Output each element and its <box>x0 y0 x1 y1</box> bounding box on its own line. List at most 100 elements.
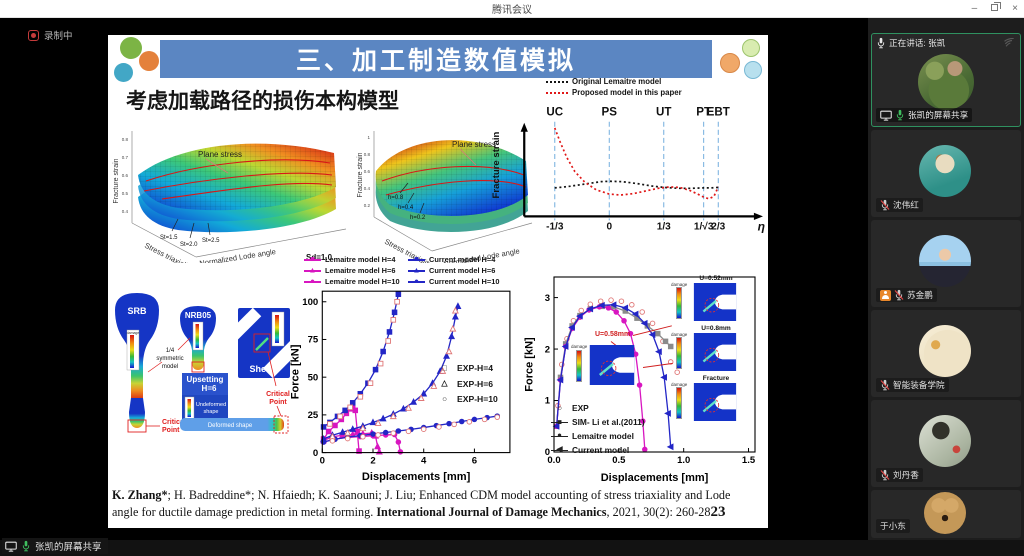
svg-text:Displacements [mm]: Displacements [mm] <box>362 471 471 483</box>
participant-label: 刘丹香 <box>876 468 923 482</box>
recording-label: 录制中 <box>44 31 73 42</box>
svg-text:shape: shape <box>204 409 219 415</box>
legend-square-icon: ■ <box>414 254 419 264</box>
chart-legend: ■ Lemaitre model H=4 ■ Current model H=4 ▲… <box>304 255 518 287</box>
svg-text:100: 100 <box>302 297 318 308</box>
svg-text:4: 4 <box>421 456 427 467</box>
avatar <box>918 54 974 110</box>
damage-colorbar <box>676 287 683 320</box>
meeting-main-area: 录制中 三、加工制造数值模拟 考虑加载路径的损伤本构模型 <box>0 18 1024 556</box>
legend-circle-icon: ● <box>557 431 562 441</box>
participant-tile[interactable]: 于小东 <box>871 490 1021 538</box>
share-badge-label: 张凯的屏幕共享 <box>908 110 969 120</box>
svg-text:EBT: EBT <box>707 107 730 119</box>
svg-text:symmetric: symmetric <box>156 356 183 362</box>
damage-colorbar <box>576 349 583 382</box>
svg-text:0.4: 0.4 <box>364 186 371 191</box>
z-axis-label: Fracture strain <box>113 158 120 203</box>
participant-tile-speaker[interactable]: 正在讲话: 张凯 张凯的屏幕共享 <box>871 33 1021 127</box>
undeformed-shape-label: Undeformed <box>196 402 226 408</box>
force-displacement-chart-notch: 0.0 0.5 1.0 1.5 0 1 2 3 Displacements [mm] Force … <box>521 269 768 484</box>
plane-stress-label: Plane stress <box>198 150 242 159</box>
speaking-header: 正在讲话: 张凯 <box>876 37 1016 49</box>
mic-icon <box>895 109 905 121</box>
damage-colorbar <box>676 387 683 420</box>
svg-text:h=0.2: h=0.2 <box>410 215 426 221</box>
chart-legend: ○ EXP ■ SIM- Li et al.(2011) ● Lemaitre mod… <box>551 403 645 456</box>
surface-plot-stress-triaxiality-right: Plane stress 1 0.8 0.6 0.4 0.2 Fracture … <box>357 131 533 263</box>
svg-text:0: 0 <box>606 222 612 233</box>
slide-subtitle: 考虑加载路径的损伤本构模型 <box>126 89 399 113</box>
deformed-shape-label: Deformed shape <box>208 423 253 429</box>
mic-icon <box>21 540 31 552</box>
audio-waves-icon <box>998 38 1016 48</box>
svg-text:St=1.5: St=1.5 <box>160 235 178 241</box>
page-number: 23 <box>710 504 726 521</box>
svg-text:25: 25 <box>308 410 319 421</box>
participant-tile[interactable]: 刘丹香 <box>871 400 1021 487</box>
svg-text:0.7: 0.7 <box>122 155 129 160</box>
presentation-slide: 三、加工制造数值模拟 考虑加载路径的损伤本构模型 <box>108 35 768 528</box>
legend-open-square-icon: □ <box>442 363 447 373</box>
svg-text:damage: damage <box>127 331 140 335</box>
critical-point-label: Critical <box>162 419 186 426</box>
mic-muted-icon <box>880 379 890 391</box>
upsetting-label: Upsetting <box>187 375 224 384</box>
exp-legend: □ EXP-H=4 △ EXP-H=6 ○ EXP-H=10 <box>441 363 498 405</box>
citation-text: K. Zhang*; H. Badreddine*; N. Hfaiedh; K… <box>112 488 731 521</box>
minimize-button[interactable]: – <box>971 3 978 14</box>
participant-name: 沈伟红 <box>893 200 919 210</box>
window-title: 腾讯会议 <box>492 5 532 16</box>
mic-icon <box>876 37 886 49</box>
svg-text:50: 50 <box>308 372 319 383</box>
speaking-label: 正在讲话: 张凯 <box>889 38 946 48</box>
close-button[interactable]: × <box>1012 3 1018 14</box>
screen-share-badge: 张凯的屏幕共享 <box>876 108 973 122</box>
restore-button[interactable] <box>991 0 1002 18</box>
svg-text:η: η <box>758 220 765 234</box>
svg-text:2: 2 <box>545 344 550 355</box>
share-status-bar: 张凯的屏幕共享 <box>2 538 108 554</box>
svg-text:1.0: 1.0 <box>677 455 690 466</box>
svg-text:0.8: 0.8 <box>122 137 129 142</box>
participant-name: 苏金鹏 <box>907 290 933 300</box>
mic-muted-icon <box>880 199 890 211</box>
participant-tile[interactable]: 沈伟红 <box>871 130 1021 217</box>
quarter-symmetric-model-label: 1/4 <box>166 348 175 354</box>
participant-tile[interactable]: 苏金鹏 <box>871 220 1021 307</box>
damage-contour-inset: damage <box>571 344 635 385</box>
recording-indicator[interactable]: 录制中 <box>28 28 73 42</box>
svg-text:-1/3: -1/3 <box>546 222 564 233</box>
damage-contour-inset: U=0.8mm damage <box>671 325 761 371</box>
legend-open-triangle-icon: △ <box>441 379 448 389</box>
mic-muted-icon <box>894 289 904 301</box>
avatar <box>924 492 966 534</box>
svg-text:Sd=1.0: Sd=1.0 <box>306 253 333 262</box>
svg-text:1/√3: 1/√3 <box>694 222 714 233</box>
svg-text:2/3: 2/3 <box>711 222 725 233</box>
participant-name: 智能装备学院 <box>893 380 945 390</box>
svg-text:0: 0 <box>545 447 550 458</box>
slide-title-banner: 三、加工制造数值模拟 <box>160 40 712 78</box>
displacement-annotation: U=0.58mm <box>595 331 631 338</box>
svg-text:H=6: H=6 <box>202 384 217 393</box>
screen-share-area: 录制中 三、加工制造数值模拟 考虑加载路径的损伤本构模型 <box>0 18 868 556</box>
svg-text:Point: Point <box>269 399 287 406</box>
avatar <box>919 325 971 377</box>
svg-text:UC: UC <box>546 107 563 119</box>
svg-text:Force [kN]: Force [kN] <box>524 337 536 392</box>
legend-triangle-icon: ▲ <box>412 265 421 275</box>
svg-text:0.8: 0.8 <box>364 152 371 157</box>
svg-text:0.2: 0.2 <box>364 203 371 208</box>
svg-text:6: 6 <box>472 456 477 467</box>
surface-plot-stress-triaxiality-left: Plane stress 0.8 0.7 0.6 0.5 0.4 Fractur… <box>113 131 347 263</box>
nrb05-label: NRB05 <box>185 311 212 320</box>
participant-name: 刘丹香 <box>893 470 919 480</box>
svg-text:0: 0 <box>313 448 318 459</box>
damage-contour-insets: U=0.52mm damage U=0.8mm damage <box>671 275 761 425</box>
notch-chart-svg: 0.0 0.5 1.0 1.5 0 1 2 3 Displacements [mm] Force … <box>524 276 756 484</box>
svg-text:0.4: 0.4 <box>122 209 129 214</box>
participant-tile[interactable]: 智能装备学院 <box>871 310 1021 397</box>
participant-label: 于小东 <box>876 519 910 533</box>
